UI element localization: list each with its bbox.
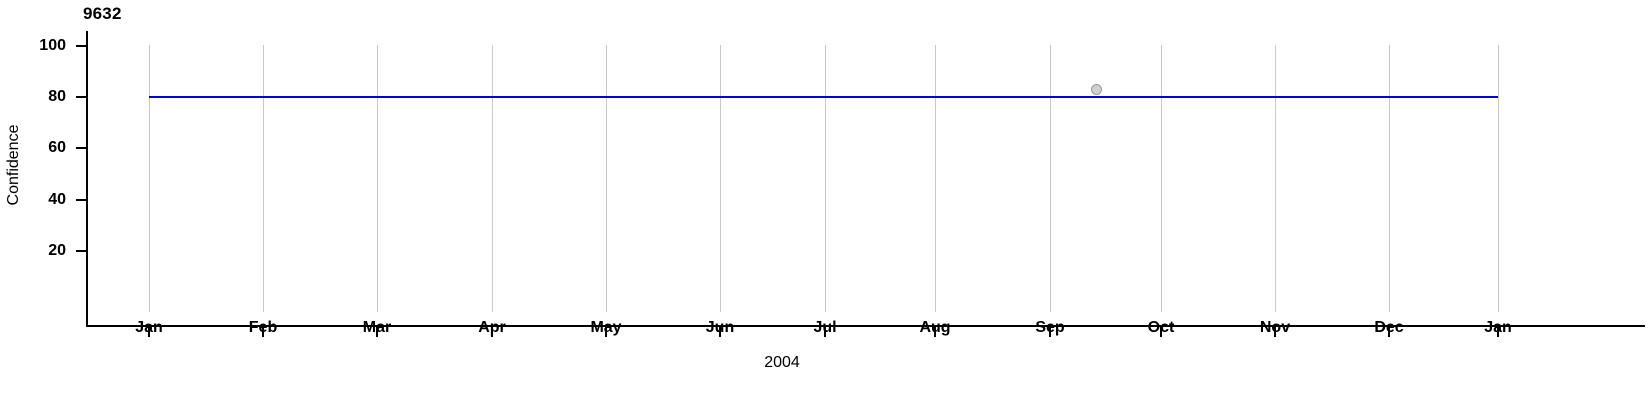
x-tick-label: Dec [1374, 319, 1404, 336]
y-tick-mark [76, 199, 86, 201]
x-tick-label: Jan [135, 319, 163, 336]
x-tick-label: Nov [1259, 319, 1291, 336]
x-tick-label: Jul [813, 319, 837, 336]
y-tick-mark [76, 96, 86, 98]
x-tick-label: Sep [1035, 319, 1065, 336]
x-tick-mark [824, 327, 826, 337]
x-tick-label: Jan [1484, 319, 1512, 336]
x-tick-label: Apr [478, 319, 506, 336]
x-tick-label: Oct [1147, 319, 1175, 336]
x-tick-label: Jun [705, 319, 735, 336]
gridline-vertical [935, 45, 936, 312]
x-tick-mark [719, 327, 721, 337]
gridline-vertical [825, 45, 826, 312]
x-tick-mark [491, 327, 493, 337]
x-tick-mark [934, 327, 936, 337]
gridline-vertical [1389, 45, 1390, 312]
gridline-vertical [720, 45, 721, 312]
gridline-vertical [492, 45, 493, 312]
gridline-vertical [1275, 45, 1276, 312]
gridline-vertical [1050, 45, 1051, 312]
y-tick-label: 60 [48, 139, 66, 156]
gridline-vertical [263, 45, 264, 312]
chart-title: 9632 [83, 4, 122, 23]
y-axis-title: Confidence [5, 124, 22, 206]
y-tick-label: 100 [39, 37, 66, 54]
x-axis-title: 2004 [764, 354, 800, 371]
data-point[interactable] [1091, 84, 1103, 96]
x-tick-mark [1388, 327, 1390, 337]
y-tick-mark [76, 147, 86, 149]
x-tick-mark [148, 327, 150, 337]
x-tick-label: Mar [362, 319, 392, 336]
y-tick-label: 40 [48, 191, 66, 208]
x-tick-mark [376, 327, 378, 337]
x-tick-mark [1497, 327, 1499, 337]
x-tick-mark [1274, 327, 1276, 337]
x-tick-label: May [590, 319, 622, 336]
x-tick-mark [262, 327, 264, 337]
gridline-vertical [377, 45, 378, 312]
series-line-confidence-threshold [149, 96, 1498, 99]
y-tick-label: 80 [48, 88, 66, 105]
gridline-vertical [1161, 45, 1162, 312]
y-tick-label: 20 [48, 242, 66, 259]
x-tick-mark [605, 327, 607, 337]
gridline-vertical [1498, 45, 1499, 312]
x-tick-mark [1049, 327, 1051, 337]
y-tick-mark [76, 45, 86, 47]
y-tick-mark [76, 250, 86, 252]
y-axis-line [86, 31, 88, 327]
x-tick-label: Aug [919, 319, 951, 336]
x-axis-line [86, 325, 1645, 327]
gridline-vertical [606, 45, 607, 312]
x-tick-mark [1160, 327, 1162, 337]
x-tick-label: Feb [248, 319, 278, 336]
gridline-vertical [149, 45, 150, 312]
